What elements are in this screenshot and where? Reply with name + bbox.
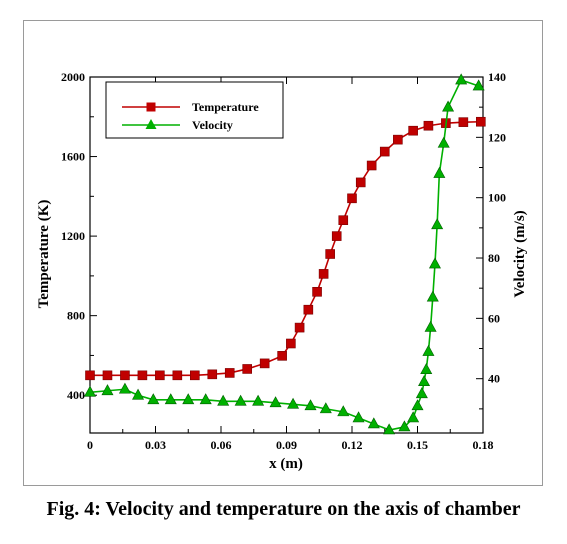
temperature-point bbox=[137, 370, 148, 381]
temperature-point bbox=[355, 177, 366, 188]
temperature-point bbox=[338, 215, 349, 225]
temperature-point bbox=[190, 370, 200, 381]
right-y-axis-label: Velocity (m/s) bbox=[512, 210, 528, 297]
left-y-tick-label: 800 bbox=[67, 309, 85, 323]
temperature-point bbox=[393, 134, 403, 145]
legend-box bbox=[105, 81, 284, 139]
temperature-point bbox=[312, 286, 322, 297]
temperature-point bbox=[85, 370, 95, 381]
velocity-point bbox=[418, 375, 431, 387]
velocity-point bbox=[415, 387, 428, 399]
velocity-point bbox=[217, 394, 230, 406]
temperature-point bbox=[172, 370, 183, 381]
chart-axes: 0 0.03 0.06 0.09 0.12 0.15 0.18 400 800 1200 1600 2… bbox=[61, 70, 506, 452]
temperature-point bbox=[303, 304, 314, 315]
velocity-point bbox=[426, 290, 439, 302]
series-temperature bbox=[85, 116, 486, 381]
temperature-point bbox=[224, 368, 235, 378]
velocity-point bbox=[147, 393, 160, 405]
left-y-tick-label: 2000 bbox=[61, 70, 85, 84]
temperature-point bbox=[207, 369, 218, 380]
velocity-point bbox=[252, 394, 265, 406]
right-y-tick-label: 60 bbox=[488, 311, 500, 325]
right-y-tick-label: 80 bbox=[488, 251, 500, 265]
left-y-axis-label: Temperature (K) bbox=[36, 200, 52, 309]
velocity-point bbox=[234, 394, 247, 406]
velocity-point bbox=[420, 363, 433, 374]
left-y-tick-label: 1200 bbox=[61, 229, 85, 243]
velocity-point bbox=[101, 384, 114, 396]
velocity-point bbox=[411, 399, 424, 411]
temperature-point bbox=[379, 146, 390, 157]
legend-label: Temperature bbox=[192, 100, 259, 114]
figure-frame bbox=[23, 20, 543, 486]
velocity-point bbox=[424, 320, 437, 332]
legend-label: Velocity bbox=[192, 118, 233, 132]
right-y-tick-label: 140 bbox=[488, 70, 506, 84]
temperature-point bbox=[286, 338, 296, 349]
temperature-point bbox=[242, 364, 252, 374]
velocity-point bbox=[83, 385, 97, 397]
velocity-point bbox=[407, 411, 420, 423]
legend: Temperature Velocity bbox=[105, 81, 284, 139]
x-tick-label: 0.03 bbox=[145, 438, 166, 452]
velocity-point bbox=[182, 393, 195, 405]
velocity-point bbox=[132, 388, 145, 400]
left-y-tick-label: 400 bbox=[67, 388, 85, 402]
x-tick-label: 0 bbox=[87, 438, 93, 452]
temperature-point bbox=[294, 322, 305, 333]
velocity-point bbox=[472, 79, 485, 91]
velocity-point bbox=[337, 405, 350, 417]
dual-axis-line-chart: 0 0.03 0.06 0.09 0.12 0.15 0.18 400 800 1200 1600 2… bbox=[36, 70, 528, 472]
velocity-point bbox=[319, 402, 332, 414]
x-tick-label: 0.09 bbox=[276, 438, 297, 452]
velocity-point bbox=[398, 420, 411, 432]
velocity-point bbox=[433, 166, 446, 178]
velocity-point bbox=[287, 397, 300, 409]
temperature-point bbox=[155, 370, 165, 381]
temperature-point bbox=[120, 370, 130, 381]
x-tick-label: 0.18 bbox=[473, 438, 494, 452]
velocity-point bbox=[367, 417, 380, 429]
right-y-tick-label: 120 bbox=[488, 130, 506, 144]
temperature-point bbox=[259, 358, 270, 369]
temperature-point bbox=[325, 249, 335, 259]
velocity-point bbox=[199, 393, 212, 405]
legend-marker bbox=[146, 102, 156, 112]
right-y-tick-label: 100 bbox=[488, 191, 506, 205]
temperature-point bbox=[458, 117, 469, 127]
x-tick-label: 0.12 bbox=[342, 438, 363, 452]
velocity-point bbox=[164, 393, 177, 405]
legend-marker bbox=[145, 119, 157, 129]
temperature-point bbox=[408, 125, 418, 136]
temperature-point bbox=[331, 231, 342, 241]
figure-caption: Fig. 4: Velocity and temperature on the … bbox=[46, 498, 521, 520]
temperature-point bbox=[318, 269, 329, 279]
velocity-point bbox=[269, 396, 282, 408]
x-tick-label: 0.06 bbox=[211, 438, 232, 452]
temperature-point bbox=[102, 370, 113, 381]
right-y-tick-label: 40 bbox=[488, 372, 500, 386]
x-axis-label: x (m) bbox=[269, 456, 303, 472]
velocity-point bbox=[422, 344, 435, 356]
velocity-point bbox=[352, 411, 365, 423]
temperature-point bbox=[476, 116, 486, 127]
velocity-point bbox=[428, 257, 441, 269]
temperature-point bbox=[347, 193, 357, 204]
temperature-line bbox=[90, 120, 481, 377]
velocity-point bbox=[437, 136, 450, 148]
left-y-tick-label: 1600 bbox=[61, 150, 85, 164]
temperature-point bbox=[366, 160, 377, 171]
velocity-point bbox=[304, 399, 317, 411]
temperature-point bbox=[277, 351, 287, 361]
velocity-point bbox=[118, 382, 131, 394]
velocity-point bbox=[383, 423, 396, 435]
velocity-point bbox=[455, 73, 468, 85]
x-tick-label: 0.15 bbox=[407, 438, 428, 452]
series-layer bbox=[83, 73, 486, 435]
temperature-point bbox=[423, 120, 434, 131]
velocity-point bbox=[442, 100, 455, 112]
series-velocity bbox=[83, 73, 485, 435]
velocity-point bbox=[431, 218, 444, 230]
